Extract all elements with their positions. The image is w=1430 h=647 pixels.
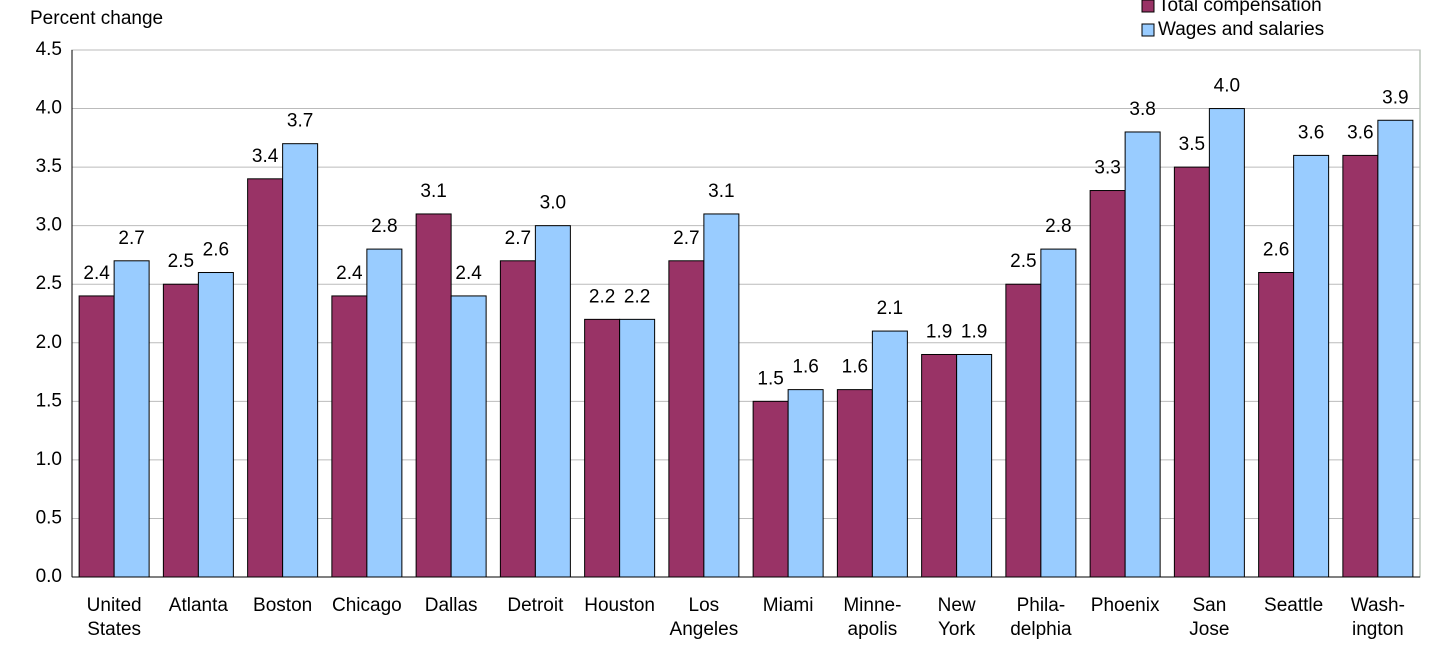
bar — [534, 225, 571, 578]
bar — [703, 213, 740, 578]
bar — [787, 389, 824, 578]
data-label: 1.6 — [842, 357, 868, 378]
x-tick-label: Seattle — [1264, 595, 1323, 616]
data-label: 3.1 — [420, 181, 446, 202]
data-label: 2.4 — [83, 263, 110, 284]
data-label: 2.2 — [624, 286, 650, 307]
bar — [668, 260, 705, 578]
bar — [1293, 154, 1330, 578]
y-tick-label: 4.0 — [36, 98, 62, 119]
bar — [619, 318, 656, 578]
bar — [331, 295, 368, 578]
bar — [162, 283, 199, 578]
data-label: 3.4 — [252, 146, 279, 167]
bar — [1173, 166, 1210, 578]
x-tick-label: New York — [938, 595, 976, 640]
data-label: 3.1 — [708, 181, 734, 202]
data-label: 1.9 — [926, 322, 952, 343]
x-tick-label: Dallas — [425, 595, 478, 616]
y-tick-label: 1.5 — [36, 390, 62, 411]
bar — [450, 295, 487, 578]
data-label: 3.3 — [1094, 158, 1120, 179]
x-tick-label: San Jose — [1189, 595, 1229, 640]
data-label: 2.6 — [1263, 240, 1289, 261]
bar — [921, 353, 958, 578]
bar — [871, 330, 908, 578]
bar — [282, 143, 319, 578]
bar — [1342, 154, 1379, 578]
x-tick-label: Phila-delphia — [1010, 595, 1072, 640]
x-tick-label: Chicago — [332, 595, 402, 616]
bar — [956, 353, 993, 578]
bar — [1377, 119, 1414, 578]
data-label: 1.9 — [961, 322, 987, 343]
data-label: 2.1 — [877, 298, 903, 319]
legend-swatch — [1141, 0, 1155, 13]
x-tick-label: Miami — [763, 595, 814, 616]
data-label: 2.6 — [203, 240, 229, 261]
data-label: 2.8 — [1045, 216, 1071, 237]
bar — [1089, 190, 1126, 578]
y-tick-label: 2.5 — [36, 273, 62, 294]
data-label: 2.2 — [589, 286, 615, 307]
bar — [415, 213, 452, 578]
bar — [247, 178, 284, 578]
x-tick-label: Minne-apolis — [843, 595, 901, 640]
y-tick-label: 3.0 — [36, 215, 62, 236]
data-label: 2.4 — [336, 263, 363, 284]
data-label: 2.5 — [1010, 251, 1036, 272]
bar — [366, 248, 403, 578]
bar — [113, 260, 150, 578]
data-label: 2.4 — [455, 263, 482, 284]
bar — [1208, 108, 1245, 578]
data-label: 2.7 — [118, 228, 144, 249]
bar — [1258, 272, 1295, 578]
bar — [78, 295, 115, 578]
data-label: 3.6 — [1298, 122, 1324, 143]
data-label: 1.5 — [757, 368, 783, 389]
bar — [1124, 131, 1161, 578]
data-label: 2.5 — [168, 251, 194, 272]
data-label: 3.9 — [1382, 87, 1408, 108]
data-label: 2.7 — [505, 228, 531, 249]
data-label: 3.8 — [1129, 99, 1155, 120]
legend-label: Total compensation — [1158, 0, 1322, 16]
legend-label: Wages and salaries — [1158, 19, 1324, 40]
data-label: 2.7 — [673, 228, 699, 249]
bar — [499, 260, 536, 578]
y-tick-label: 4.5 — [36, 39, 62, 60]
x-tick-label: Atlanta — [169, 595, 229, 616]
bar — [1040, 248, 1077, 578]
data-label: 3.6 — [1347, 122, 1373, 143]
x-tick-label: Phoenix — [1091, 595, 1160, 616]
data-label: 3.0 — [540, 193, 566, 214]
data-label: 2.8 — [371, 216, 397, 237]
bar — [197, 272, 234, 578]
data-label: 1.6 — [792, 357, 818, 378]
x-tick-label: Los Angeles — [670, 595, 739, 640]
data-label: 3.5 — [1179, 134, 1205, 155]
y-tick-label: 1.0 — [36, 449, 62, 470]
x-tick-label: Wash-ington — [1351, 595, 1405, 640]
data-label: 4.0 — [1214, 76, 1240, 97]
data-label: 3.7 — [287, 111, 313, 132]
bar — [1005, 283, 1042, 578]
y-tick-label: 0.5 — [36, 507, 62, 528]
y-tick-label: 2.0 — [36, 332, 62, 353]
x-tick-label: Houston — [584, 595, 655, 616]
bar — [752, 400, 789, 578]
legend-swatch — [1141, 23, 1155, 37]
y-tick-label: 3.5 — [36, 156, 62, 177]
x-tick-label: Detroit — [507, 595, 564, 616]
x-tick-label: Boston — [253, 595, 312, 616]
y-axis-label: Percent change — [30, 8, 163, 29]
bar — [584, 318, 621, 578]
x-tick-label: United States — [87, 595, 142, 640]
bar — [836, 389, 873, 578]
y-tick-label: 0.0 — [36, 566, 62, 587]
